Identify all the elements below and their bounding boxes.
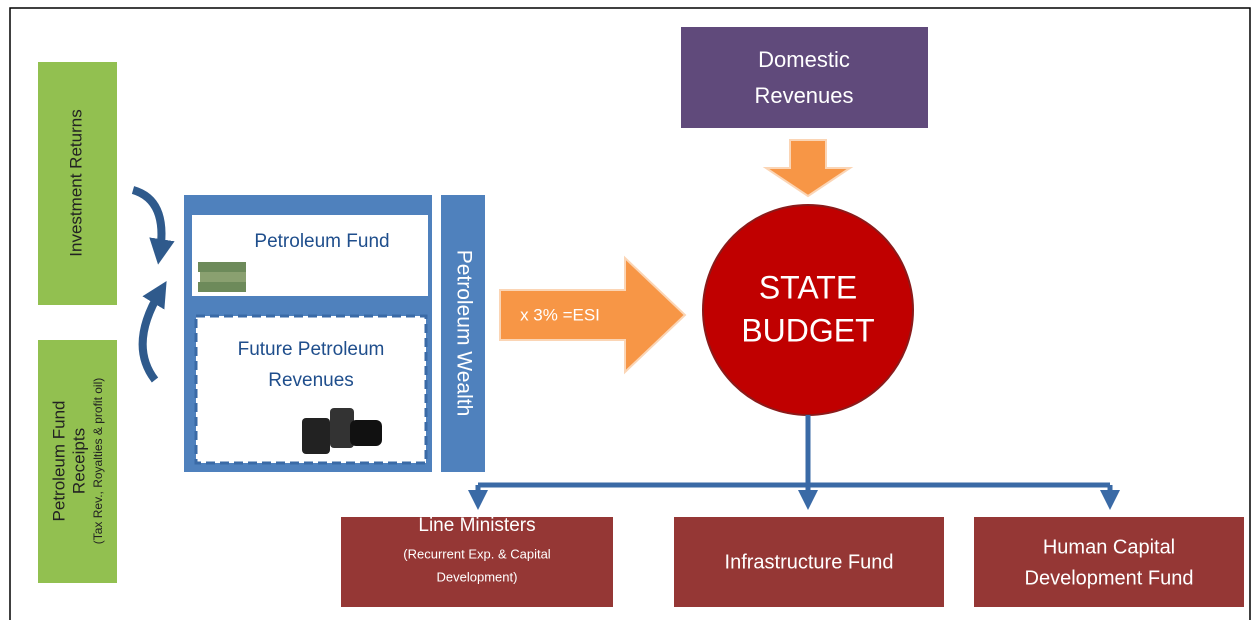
fund-receipts-note: (Tax Rev., Royalties & profit oil) bbox=[91, 378, 105, 545]
human-capital-label: Human Capital bbox=[1043, 536, 1175, 558]
domestic-revenues-label: Revenues bbox=[754, 83, 853, 108]
infrastructure-fund-box bbox=[674, 517, 944, 607]
state-budget-label: STATE bbox=[759, 269, 857, 305]
domestic-revenues-box bbox=[681, 27, 928, 128]
frame bbox=[9, 7, 1251, 620]
curve-arrow bbox=[131, 186, 175, 265]
state-budget-circle bbox=[702, 204, 914, 416]
connectors bbox=[468, 415, 1120, 510]
fund-receipts-label: Receipts bbox=[69, 428, 88, 494]
fund-receipts-box bbox=[38, 340, 117, 583]
human-capital-box bbox=[974, 517, 1244, 607]
investment-returns-label: Investment Returns bbox=[66, 109, 85, 256]
line-ministers-note: Development) bbox=[437, 569, 518, 584]
future-revenues-label: Future Petroleum bbox=[238, 339, 385, 360]
future-revenues-label: Revenues bbox=[268, 370, 354, 391]
down-arrow bbox=[762, 139, 854, 198]
esi-label: x 3% =ESI bbox=[520, 305, 600, 324]
line-ministers-label: Line Ministers bbox=[418, 515, 535, 536]
esi-arrow bbox=[499, 255, 687, 375]
fund-receipts-label: Petroleum Fund bbox=[49, 401, 68, 522]
money-icon bbox=[198, 262, 246, 292]
line-ministers-note: (Recurrent Exp. & Capital bbox=[403, 546, 551, 561]
line-ministers-box bbox=[341, 517, 613, 607]
petroleum-fund-label: Petroleum Fund bbox=[254, 231, 389, 252]
domestic-revenues-label: Domestic bbox=[758, 47, 850, 72]
investment-returns-box bbox=[38, 62, 117, 305]
petroleum-wealth-bar bbox=[441, 195, 485, 472]
curve-arrow bbox=[138, 281, 167, 383]
petroleum-wealth-label: Petroleum Wealth bbox=[452, 250, 475, 417]
barrels-icon bbox=[302, 408, 382, 454]
state-budget-label: BUDGET bbox=[741, 312, 874, 348]
human-capital-label: Development Fund bbox=[1025, 567, 1194, 589]
infrastructure-fund-label: Infrastructure Fund bbox=[725, 551, 894, 573]
